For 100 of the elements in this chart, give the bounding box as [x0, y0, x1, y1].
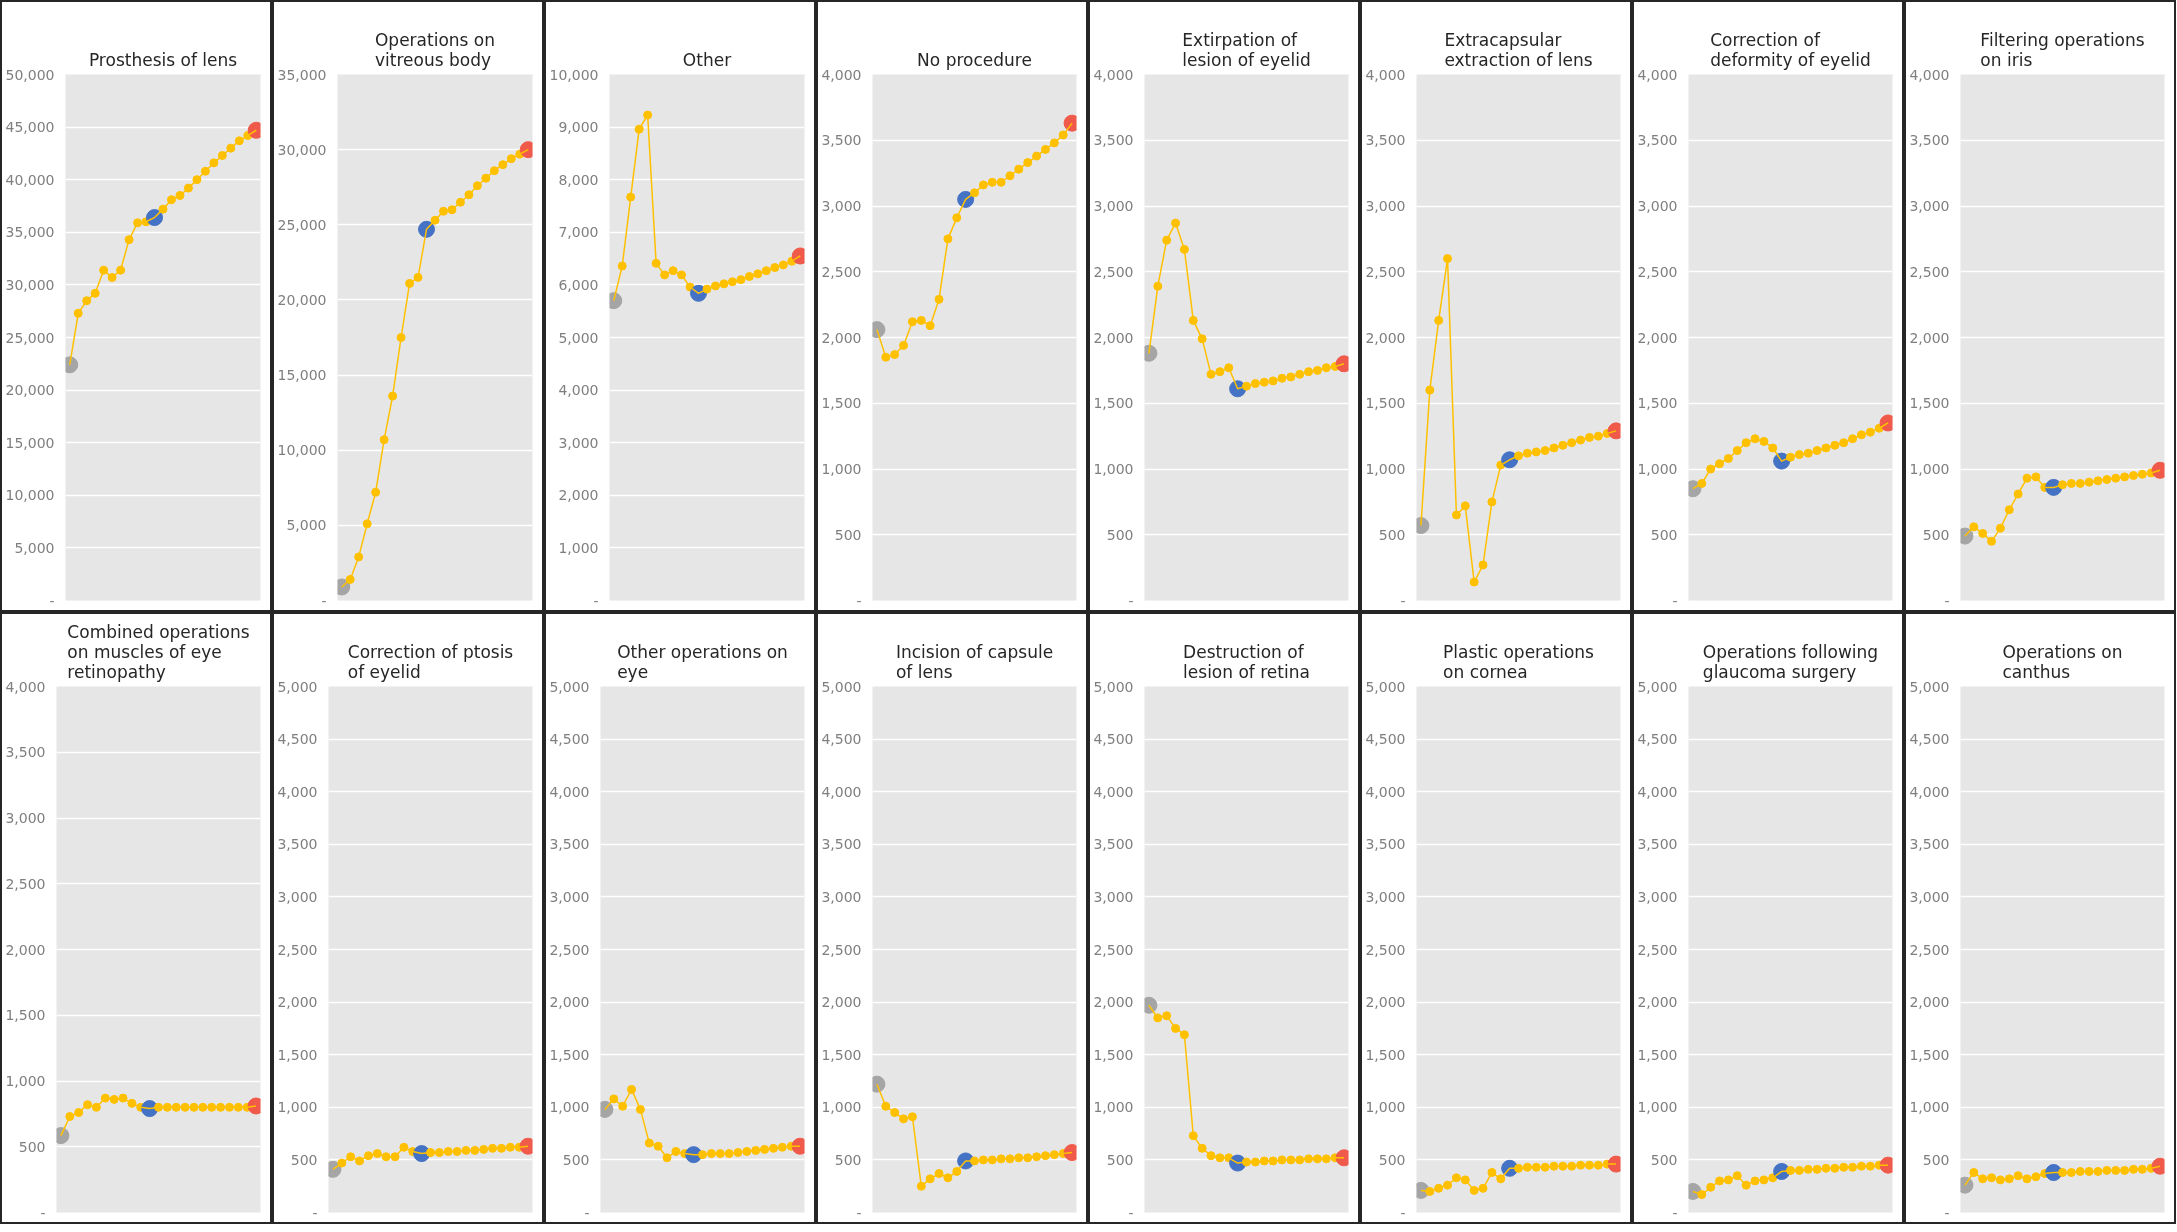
y-tick-label: 3,500 — [1909, 132, 1950, 149]
y-tick-label: 2,000 — [1093, 994, 1134, 1011]
y-tick-label: 2,000 — [1909, 994, 1950, 1011]
y-tick-label: 2,500 — [277, 941, 318, 958]
y-tick-label: 1,000 — [821, 461, 862, 477]
chart-title: Plastic operations on cornea — [1443, 641, 1595, 682]
y-tick-label: 2,000 — [277, 994, 318, 1011]
y-tick-label: 3,000 — [1909, 198, 1950, 214]
y-tick-label: 1,500 — [1637, 395, 1678, 412]
point — [698, 1150, 707, 1160]
y-tick-label: 1,500 — [1093, 1046, 1134, 1063]
y-tick-label: 4,500 — [549, 731, 590, 748]
y-tick-label: 5,000 — [1365, 678, 1406, 695]
y-tick-label: 4,000 — [821, 66, 862, 83]
y-tick-label: 4,500 — [1093, 731, 1134, 748]
y-tick-label: 3,000 — [1365, 198, 1406, 214]
y-tick-label: 3,000 — [1365, 888, 1406, 905]
chart-title: Correction of ptosis of eyelid — [347, 641, 514, 682]
y-tick-label: 1,500 — [1365, 1046, 1406, 1063]
y-tick-label: 1,000 — [1637, 461, 1678, 477]
y-tick-label: 500 — [562, 1151, 590, 1168]
y-tick-label: - — [1672, 1204, 1678, 1221]
y-tick-label: 4,000 — [1365, 66, 1406, 83]
y-tick-label: 5,000 — [821, 678, 862, 695]
y-tick-label: - — [584, 1204, 590, 1221]
y-tick-label: 1,000 — [1365, 461, 1406, 477]
y-tick-label: 3,000 — [1093, 198, 1134, 214]
y-tick-label: 1,500 — [1909, 395, 1950, 412]
y-tick-label: 2,500 — [821, 263, 862, 280]
y-tick-label: 500 — [1922, 526, 1950, 543]
y-tick-label: 30,000 — [277, 141, 327, 158]
y-tick-label: - — [1128, 1204, 1134, 1221]
y-tick-label: 1,500 — [821, 395, 862, 412]
y-tick-label: 5,000 — [1909, 678, 1950, 695]
y-tick-label: 8,000 — [558, 171, 599, 188]
y-tick-label: - — [1944, 592, 1950, 609]
y-tick-label: 3,500 — [1365, 836, 1406, 853]
y-tick-label: 3,000 — [558, 434, 599, 451]
y-tick-label: 15,000 — [277, 367, 327, 384]
y-tick-label: 500 — [1650, 1151, 1678, 1168]
y-tick-label: 2,000 — [821, 994, 862, 1011]
y-tick-label: 500 — [1106, 1151, 1134, 1168]
y-tick-label: 3,500 — [1637, 836, 1678, 853]
y-tick-label: 500 — [834, 1151, 862, 1168]
y-tick-label: - — [856, 592, 862, 609]
y-tick-label: 3,000 — [549, 888, 590, 905]
y-tick-label: 3,000 — [1909, 888, 1950, 905]
y-tick-label: - — [856, 1204, 862, 1221]
y-tick-label: 20,000 — [277, 291, 327, 308]
y-tick-label: 500 — [1922, 1151, 1950, 1168]
y-tick-label: 1,500 — [1093, 395, 1134, 412]
y-tick-label: 4,000 — [1909, 66, 1950, 83]
y-tick-label: 4,000 — [1637, 783, 1678, 800]
y-tick-label: 2,000 — [1909, 329, 1950, 346]
y-tick-label: 3,500 — [1365, 132, 1406, 149]
y-tick-label: 2,500 — [1093, 941, 1134, 958]
y-tick-label: 2,500 — [1365, 263, 1406, 280]
y-tick-label: 1,500 — [549, 1046, 590, 1063]
y-tick-label: 2,000 — [1637, 994, 1678, 1011]
chart-title: Extirpation of lesion of eyelid — [1182, 29, 1311, 70]
chart-title: Combined operations on muscles of eye retinopathy — [67, 621, 250, 682]
y-tick-label: 1,500 — [277, 1046, 318, 1063]
y-tick-label: 4,000 — [1093, 66, 1134, 83]
y-tick-label: 1,000 — [5, 1073, 46, 1089]
chart-title: Filtering operations on iris — [1980, 29, 2145, 70]
y-tick-label: 1,500 — [5, 1007, 46, 1024]
y-tick-label: 4,000 — [558, 382, 599, 399]
y-tick-label: 4,000 — [5, 678, 46, 695]
y-tick-label: 1,500 — [1909, 1046, 1950, 1063]
y-tick-label: 5,000 — [549, 678, 590, 695]
point — [627, 1084, 637, 1094]
y-tick-label: 7,000 — [558, 224, 599, 241]
chart-title: Operations on canthus — [2002, 641, 2123, 682]
point — [1460, 501, 1470, 511]
y-tick-label: 2,500 — [5, 875, 46, 892]
y-tick-label: 1,000 — [1909, 461, 1950, 477]
y-tick-label: - — [321, 592, 327, 609]
y-tick-label: 10,000 — [549, 66, 599, 83]
y-tick-label: 2,500 — [549, 941, 590, 958]
y-tick-label: 3,500 — [277, 836, 318, 853]
y-tick-label: 50,000 — [5, 66, 55, 83]
point — [1443, 254, 1453, 264]
y-tick-label: 20,000 — [5, 382, 55, 399]
y-tick-label: 1,000 — [1093, 461, 1134, 477]
y-tick-label: 5,000 — [1093, 678, 1134, 695]
y-tick-label: 3,000 — [1093, 888, 1134, 905]
y-tick-label: 3,000 — [1637, 198, 1678, 214]
y-tick-label: 2,000 — [1093, 329, 1134, 346]
y-tick-label: 5,000 — [1637, 678, 1678, 695]
y-tick-label: 500 — [1650, 526, 1678, 543]
chart-title: Operations on vitreous body — [374, 29, 496, 70]
y-tick-label: 1,500 — [1637, 1046, 1678, 1063]
y-tick-label: 10,000 — [5, 487, 55, 504]
y-tick-label: - — [1400, 592, 1406, 609]
y-tick-label: - — [1400, 1204, 1406, 1221]
y-tick-label: 2,000 — [1365, 994, 1406, 1011]
y-tick-label: - — [1672, 592, 1678, 609]
chart-title: Extracapsular extraction of lens — [1444, 29, 1593, 70]
y-tick-label: 4,500 — [277, 731, 318, 748]
y-tick-label: 3,500 — [1637, 132, 1678, 149]
